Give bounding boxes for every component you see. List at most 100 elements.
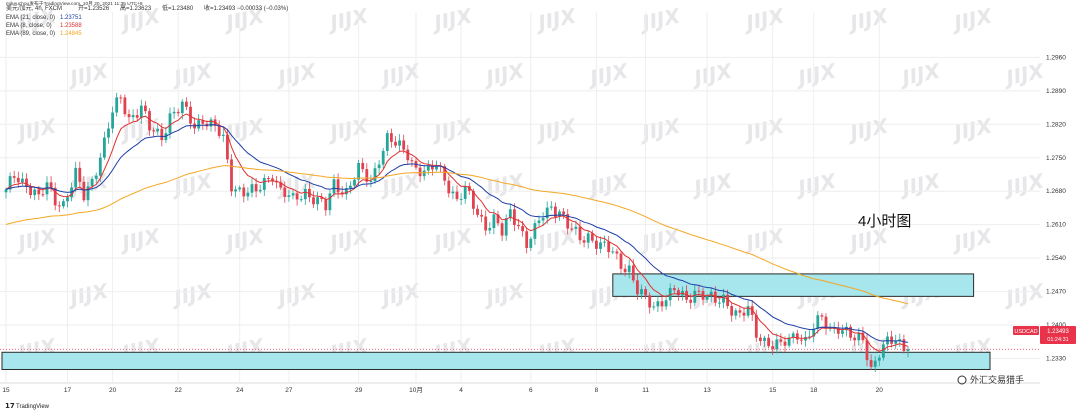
candle-bullish (377, 164, 381, 169)
tradingview-logo[interactable]: 17 TradingView (5, 402, 50, 410)
candle-bearish (447, 180, 451, 194)
candle-bearish (402, 140, 406, 150)
ema-layer (5, 113, 909, 352)
watermark-text: JIJX (896, 58, 943, 90)
header-open: 开=1.23526 (78, 5, 110, 12)
candle-bearish (672, 288, 676, 291)
ema-8-value: 1.23588 (60, 23, 82, 29)
x-tick-label: 8 (595, 387, 599, 394)
price-tag-value: 1.23493 (1047, 329, 1069, 335)
candle-bearish (254, 184, 258, 192)
candle-bullish (344, 188, 348, 195)
candle-bullish (234, 189, 237, 192)
y-tick-label: 1.2890 (1046, 88, 1066, 95)
candle-bearish (476, 208, 479, 215)
attribution-text: 外汇交易猎手 (970, 374, 1024, 386)
candle-bearish (697, 290, 701, 292)
candle-bullish (882, 344, 885, 358)
candle-bullish (353, 179, 356, 186)
candle-bearish (41, 194, 45, 196)
candle-bearish (484, 216, 488, 231)
price-tag-value-bg (1040, 326, 1076, 344)
candle-bearish (631, 265, 635, 281)
candle-bearish (779, 339, 783, 342)
x-tick-label: 17 (64, 387, 72, 394)
candle-bearish (57, 205, 61, 207)
candle-bullish (599, 242, 602, 249)
price-tag: USDCAD 1.23493 01:24:31 (1013, 326, 1076, 344)
candle-bearish (78, 167, 82, 182)
ema-8-line (5, 113, 909, 352)
watermark-text: JIJX (896, 168, 943, 200)
candle-bullish (722, 294, 725, 303)
candle-bearish (127, 114, 131, 118)
x-tick-label: 20 (109, 387, 117, 394)
watermark-text: JIJX (532, 3, 579, 35)
candle-bearish (443, 166, 447, 181)
candle-bullish (66, 197, 69, 202)
candle-bearish (554, 206, 557, 217)
x-tick-label: 4 (459, 387, 463, 394)
candle-bearish (726, 294, 729, 307)
candle-bullish (103, 137, 106, 158)
price-tag-symbol-bg (1013, 326, 1039, 335)
candle-bearish (201, 120, 205, 124)
candle-bullish (537, 220, 541, 224)
candle-bullish (808, 336, 811, 338)
candle-bearish (607, 241, 611, 253)
x-tick-label: 6 (529, 387, 533, 394)
x-tick-label: 29 (355, 387, 363, 394)
candle-bearish (53, 187, 57, 206)
candle-bullish (328, 193, 332, 211)
watermark-text: JIJX (324, 223, 371, 255)
watermark-text: JIJX (12, 223, 59, 255)
ema-8-label: EMA (8, close, 0) (6, 23, 52, 29)
watermark-text: JIJX (792, 168, 839, 200)
candle-bullish (451, 191, 455, 194)
candle-bullish (504, 218, 508, 236)
candle-bullish (488, 228, 492, 231)
y-tick-label: 1.2330 (1046, 355, 1066, 362)
watermark-text: JIJX (584, 168, 631, 200)
candle-bullish (529, 238, 533, 248)
candle-bearish (283, 187, 287, 197)
candle-bearish (890, 336, 893, 344)
candle-bullish (246, 192, 250, 197)
candle-bearish (49, 182, 53, 188)
candle-bearish (390, 133, 393, 142)
watermark-text: JIJX (636, 223, 683, 255)
candle-bullish (381, 150, 385, 165)
y-tick-label: 1.2400 (1046, 322, 1066, 329)
watermark-text: JIJX (636, 113, 683, 145)
candle-bullish (627, 265, 631, 273)
candle-bearish (119, 97, 123, 99)
candle-bearish (25, 178, 28, 187)
candle-bearish (267, 178, 270, 180)
candle-bearish (455, 191, 459, 200)
candle-bearish (312, 197, 315, 205)
candle-bearish (525, 231, 529, 248)
candle-bullish (62, 201, 65, 207)
candle-bullish (705, 296, 709, 300)
tradingview-logo-icon: 17 (5, 402, 15, 410)
candle-bullish (98, 157, 102, 176)
watermark-text: JIJX (688, 168, 735, 200)
header-pair: 美元/加元, 4h, FXCM (6, 4, 62, 12)
candle-bearish (431, 166, 434, 170)
candle-bearish (29, 186, 32, 196)
watermark-text: JIJX (428, 223, 475, 255)
candle-bearish (320, 197, 324, 200)
candle-bullish (250, 184, 254, 193)
ema-89-line (5, 165, 909, 305)
candle-bearish (849, 326, 852, 338)
candle-bearish (189, 106, 192, 124)
candle-bullish (586, 233, 590, 243)
price-tag-symbol: USDCAD (1014, 329, 1037, 335)
candle-bearish (861, 332, 865, 341)
candle-bullish (894, 341, 898, 344)
watermark-text: JIJX (532, 113, 579, 145)
watermark-text: JIJX (532, 223, 579, 255)
chart-header: 美元/加元, 4h, FXCM 开=1.23526 高=1.23623 低=1.… (6, 0, 288, 37)
candle-bearish (123, 97, 127, 115)
